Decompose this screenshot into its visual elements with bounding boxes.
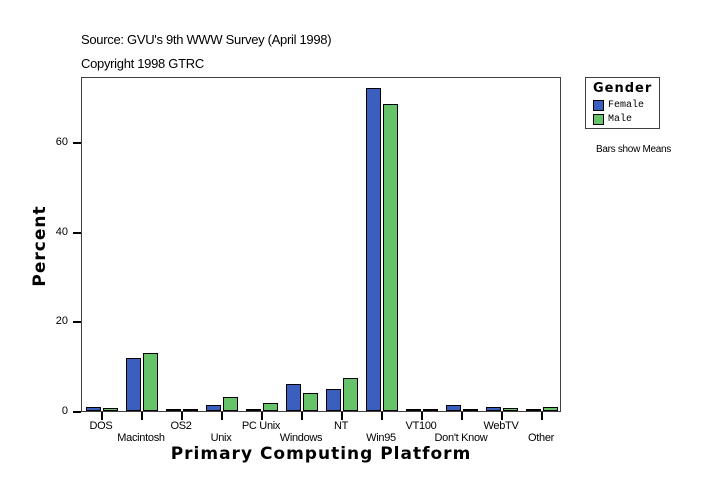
x-tick-label: DOS bbox=[89, 420, 113, 432]
x-tick-label: OS2 bbox=[170, 420, 192, 432]
bar-male-os2 bbox=[183, 409, 198, 411]
legend-label-female: Female bbox=[608, 99, 645, 111]
bar-female-vt100 bbox=[406, 409, 421, 411]
legend-item-male: Male bbox=[593, 113, 632, 125]
x-tick-label: VT100 bbox=[405, 420, 437, 432]
x-tick-label: NT bbox=[333, 420, 349, 432]
bar-male-macintosh bbox=[143, 353, 158, 411]
bar-male-windows bbox=[303, 393, 318, 411]
x-tick-label: Don't Know bbox=[434, 432, 488, 444]
x-tick bbox=[261, 412, 263, 420]
bar-male-webtv bbox=[503, 408, 518, 411]
bar-female-nt bbox=[326, 389, 341, 411]
legend-swatch-male bbox=[593, 113, 604, 125]
legend-item-female: Female bbox=[593, 99, 644, 111]
bars-note: Bars show Means bbox=[596, 144, 671, 155]
x-tick bbox=[181, 412, 183, 420]
bar-female-macintosh bbox=[126, 358, 141, 411]
x-tick-label: Unix bbox=[210, 432, 232, 444]
x-tick-label: Win95 bbox=[366, 432, 396, 444]
x-tick bbox=[341, 412, 343, 420]
x-tick-label: WebTV bbox=[483, 420, 519, 432]
x-tick bbox=[141, 412, 143, 420]
legend: Gender Female Male bbox=[585, 77, 660, 129]
bar-male-unix bbox=[223, 397, 238, 411]
x-tick bbox=[101, 412, 103, 420]
legend-swatch-female bbox=[593, 99, 604, 111]
bar-female-pc-unix bbox=[246, 409, 261, 411]
y-tick-label: 0 bbox=[61, 405, 68, 417]
x-tick bbox=[501, 412, 503, 420]
y-tick bbox=[73, 411, 81, 413]
x-tick bbox=[461, 412, 463, 420]
x-tick bbox=[301, 412, 303, 420]
bar-female-don-t-know bbox=[446, 405, 461, 411]
legend-label-male: Male bbox=[608, 113, 633, 125]
x-tick-label: PC Unix bbox=[241, 420, 281, 432]
bar-male-win95 bbox=[383, 104, 398, 411]
bar-male-dos bbox=[103, 408, 118, 411]
y-tick-label: 40 bbox=[55, 225, 68, 238]
source-caption: Source: GVU's 9th WWW Survey (April 1998… bbox=[81, 32, 332, 47]
bar-male-vt100 bbox=[423, 409, 438, 411]
x-tick bbox=[541, 412, 543, 420]
x-tick bbox=[221, 412, 223, 420]
plot-area bbox=[81, 77, 561, 412]
y-tick-label: 20 bbox=[55, 315, 68, 328]
y-tick bbox=[73, 142, 81, 145]
y-axis-title: Percent bbox=[30, 205, 50, 287]
x-tick bbox=[381, 412, 383, 420]
copyright-caption: Copyright 1998 GTRC bbox=[81, 56, 204, 71]
y-tick bbox=[73, 231, 81, 234]
bar-male-nt bbox=[343, 378, 358, 411]
x-tick-label: Macintosh bbox=[117, 432, 165, 444]
x-tick bbox=[421, 412, 423, 420]
bar-female-dos bbox=[86, 407, 101, 411]
x-tick-label: Windows bbox=[279, 432, 323, 444]
bar-female-unix bbox=[206, 405, 221, 411]
bar-male-pc-unix bbox=[263, 403, 278, 411]
x-tick-label: Other bbox=[527, 432, 555, 444]
bar-female-windows bbox=[286, 384, 301, 411]
y-tick bbox=[73, 321, 81, 324]
bar-male-don-t-know bbox=[463, 409, 478, 411]
x-axis-title: Primary Computing Platform bbox=[170, 444, 472, 464]
bar-female-win95 bbox=[366, 88, 381, 411]
bar-male-other bbox=[543, 407, 558, 411]
bar-female-webtv bbox=[486, 407, 501, 411]
bar-female-os2 bbox=[166, 409, 181, 411]
y-tick-label: 60 bbox=[55, 136, 68, 149]
legend-title: Gender bbox=[593, 81, 653, 96]
bar-female-other bbox=[526, 409, 541, 411]
